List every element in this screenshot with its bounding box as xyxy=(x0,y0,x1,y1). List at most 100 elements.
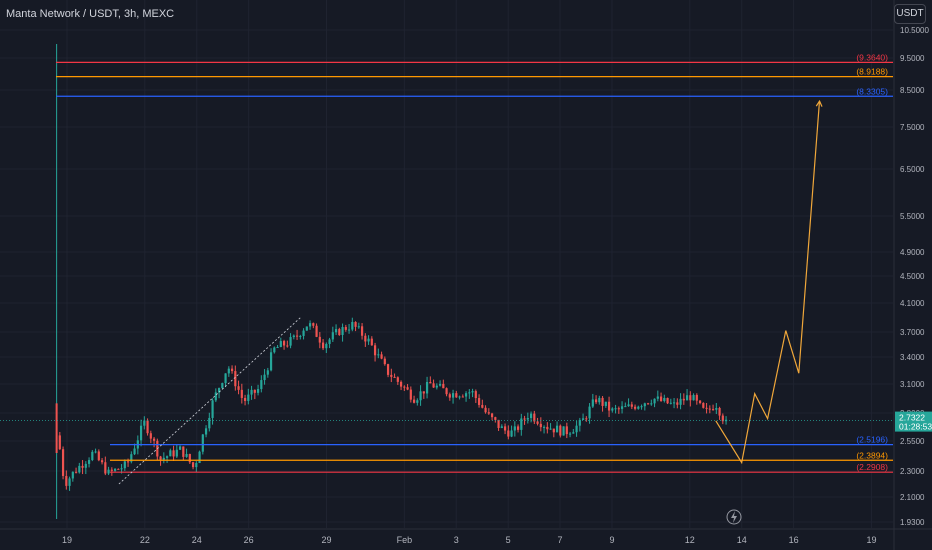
candle xyxy=(425,381,429,394)
price-tick-label: 2.5500 xyxy=(900,437,925,446)
candle xyxy=(253,389,256,393)
candle xyxy=(91,451,94,461)
price-tick-label: 6.5000 xyxy=(900,165,925,174)
candle xyxy=(383,358,386,365)
candle xyxy=(637,406,640,409)
current-price-badge[interactable] xyxy=(895,411,932,432)
price-tick-label: 4.9000 xyxy=(900,248,925,257)
candle xyxy=(572,432,575,434)
price-countdown: 01:28:53 xyxy=(899,422,932,432)
candle xyxy=(55,403,58,453)
candle xyxy=(507,430,510,437)
candle xyxy=(510,430,513,437)
candle xyxy=(474,391,477,399)
candle xyxy=(260,380,263,390)
candle xyxy=(81,465,84,468)
candle xyxy=(341,327,344,335)
candle xyxy=(539,423,542,428)
candle xyxy=(191,462,195,468)
candle xyxy=(204,428,208,435)
time-tick-label: 29 xyxy=(321,535,331,545)
candle xyxy=(126,461,130,463)
annotations xyxy=(118,99,823,485)
candle xyxy=(494,417,497,420)
price-tick-label: 3.7000 xyxy=(900,328,925,337)
candle xyxy=(676,402,679,405)
price-level-label: (8.3305) xyxy=(856,86,888,96)
candle xyxy=(347,329,351,331)
candle xyxy=(390,374,393,377)
time-tick-label: 9 xyxy=(609,535,614,545)
candle xyxy=(698,400,702,403)
candle xyxy=(221,383,224,389)
currency-button[interactable]: USDT xyxy=(894,4,926,24)
candle xyxy=(471,391,474,393)
candle xyxy=(617,408,620,410)
candle xyxy=(117,468,120,470)
projection-arrowhead xyxy=(815,99,823,107)
time-tick-label: 24 xyxy=(192,535,202,545)
candle xyxy=(559,425,562,436)
candle xyxy=(282,341,286,346)
candle xyxy=(143,420,146,426)
candle xyxy=(666,397,669,404)
candle xyxy=(604,401,607,406)
symbol-title[interactable]: Manta Network / USDT, 3h, MEXC xyxy=(6,8,175,20)
candle xyxy=(416,400,419,403)
candle xyxy=(130,454,133,462)
current-price-value: 2.7322 xyxy=(899,413,925,423)
time-tick-label: 5 xyxy=(506,535,511,545)
candle xyxy=(533,413,536,422)
candle xyxy=(227,368,230,374)
candle xyxy=(692,394,695,401)
candle xyxy=(513,426,516,431)
candle xyxy=(273,347,276,353)
flash-icon[interactable] xyxy=(726,509,742,525)
candle xyxy=(201,434,204,452)
candle xyxy=(292,335,295,338)
candle xyxy=(490,413,494,418)
time-tick-label: 12 xyxy=(685,535,695,545)
candle xyxy=(598,397,601,403)
candle xyxy=(58,435,61,450)
candle xyxy=(585,418,588,420)
candle xyxy=(500,426,503,428)
candle xyxy=(308,323,312,327)
candle xyxy=(520,418,523,430)
candle xyxy=(68,478,71,486)
candle xyxy=(78,465,81,473)
candle xyxy=(104,462,107,474)
candle xyxy=(458,396,461,398)
candle xyxy=(169,450,172,457)
candle xyxy=(536,421,539,424)
candle xyxy=(643,403,646,407)
candle xyxy=(266,370,269,375)
candle xyxy=(503,426,507,431)
candle xyxy=(328,339,331,344)
candle xyxy=(149,433,152,439)
candle xyxy=(152,438,156,441)
candle xyxy=(451,393,455,398)
candle xyxy=(354,321,357,327)
candle xyxy=(120,468,123,470)
candle xyxy=(399,381,403,387)
candle xyxy=(555,425,559,433)
candle xyxy=(614,408,617,410)
price-tick-label: 4.5000 xyxy=(900,272,925,281)
candle xyxy=(61,449,65,476)
time-tick-label: 14 xyxy=(737,535,747,545)
candle xyxy=(364,335,367,342)
time-axis[interactable]: 19 22 24 26 29 Feb 3 5 7 9 12 14 16 19 xyxy=(0,528,932,545)
candle xyxy=(386,364,390,375)
candle xyxy=(689,395,692,401)
price-tick-label: 10.5000 xyxy=(900,26,929,35)
candle xyxy=(286,345,289,347)
candle xyxy=(549,428,552,430)
candle xyxy=(250,389,253,395)
candle xyxy=(429,381,432,384)
candle xyxy=(357,326,360,328)
price-level-label: (2.2908) xyxy=(856,462,888,472)
